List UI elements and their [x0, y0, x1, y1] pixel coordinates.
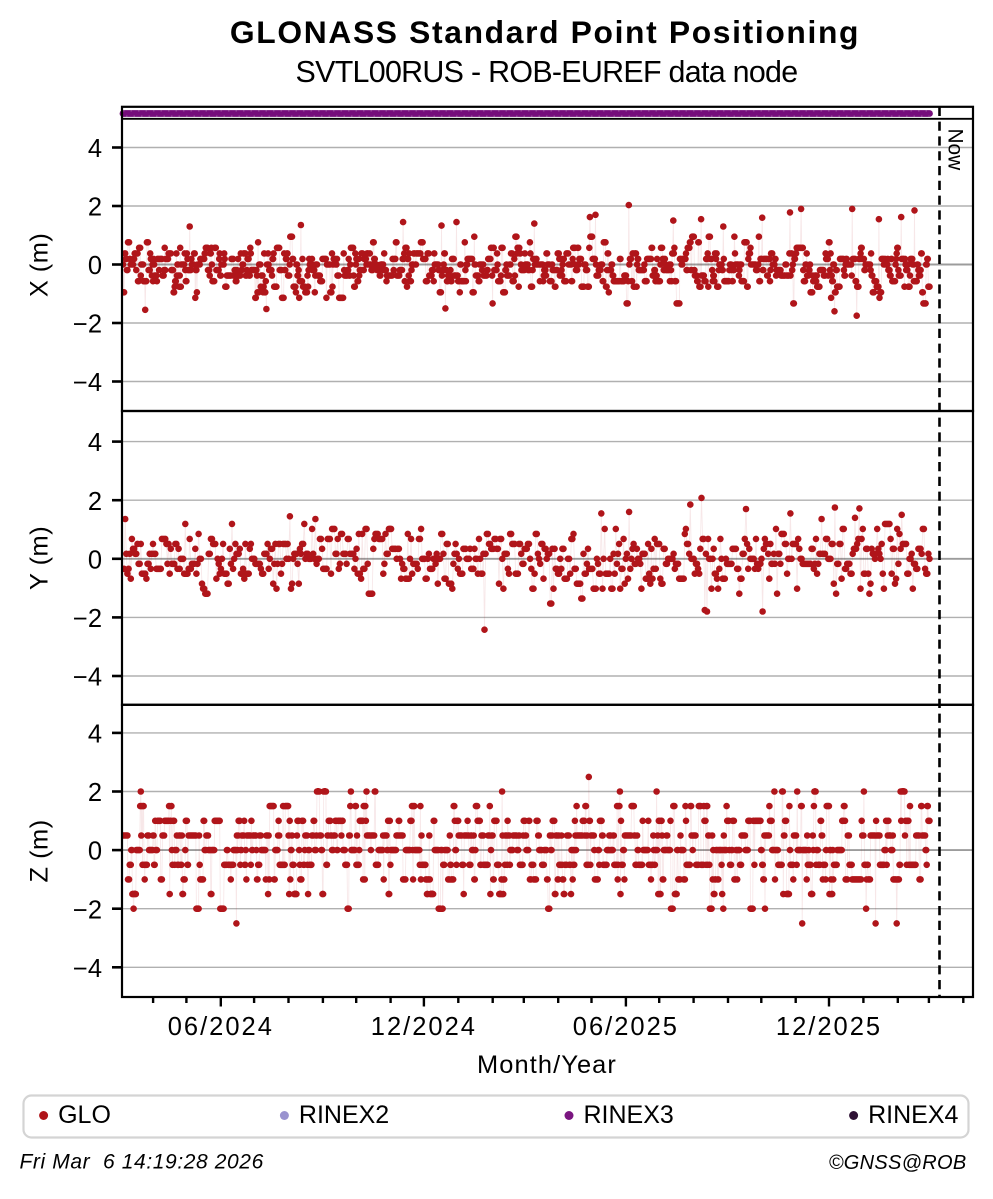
svg-text:Fri Mar 6 14:19:28 2026: Fri Mar 6 14:19:28 2026: [20, 1151, 264, 1174]
svg-text:4: 4: [88, 721, 102, 749]
svg-text:0: 0: [88, 252, 102, 280]
svg-text:−4: −4: [73, 369, 102, 397]
svg-text:Now: Now: [944, 129, 967, 172]
svg-text:RINEX2: RINEX2: [299, 1101, 389, 1129]
svg-text:Z (m): Z (m): [26, 819, 54, 882]
svg-text:2: 2: [88, 779, 102, 807]
svg-text:2: 2: [88, 194, 102, 222]
svg-text:12/2025: 12/2025: [776, 1013, 882, 1041]
svg-text:0: 0: [88, 546, 102, 574]
svg-text:Y (m): Y (m): [26, 526, 54, 590]
svg-text:SVTL00RUS - ROB-EUREF data nod: SVTL00RUS - ROB-EUREF data node: [296, 55, 798, 89]
svg-text:−2: −2: [73, 896, 102, 924]
svg-text:GLO: GLO: [58, 1101, 111, 1129]
svg-text:−4: −4: [73, 664, 102, 692]
svg-text:X (m): X (m): [26, 233, 54, 298]
svg-text:4: 4: [88, 135, 102, 163]
svg-text:06/2025: 06/2025: [573, 1013, 679, 1041]
svg-text:GLONASS Standard Point Positio: GLONASS Standard Point Positioning: [230, 14, 860, 50]
svg-text:06/2024: 06/2024: [168, 1013, 274, 1041]
svg-text:12/2024: 12/2024: [371, 1013, 477, 1041]
svg-text:4: 4: [88, 429, 102, 457]
svg-text:Month/Year: Month/Year: [477, 1051, 617, 1079]
svg-text:RINEX4: RINEX4: [868, 1101, 958, 1129]
svg-text:−4: −4: [73, 955, 102, 983]
svg-text:©GNSS@ROB: ©GNSS@ROB: [829, 1152, 967, 1174]
svg-text:2: 2: [88, 488, 102, 516]
svg-text:−2: −2: [73, 311, 102, 339]
svg-text:RINEX3: RINEX3: [584, 1101, 674, 1129]
svg-text:0: 0: [88, 838, 102, 866]
svg-text:−2: −2: [73, 605, 102, 633]
